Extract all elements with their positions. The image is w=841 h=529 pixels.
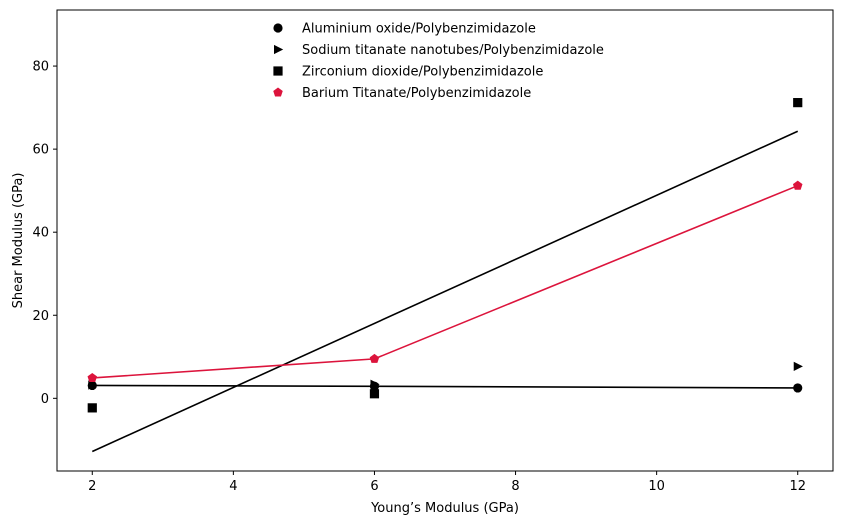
data-point-series4-3 xyxy=(792,180,803,190)
data-point-series2-3 xyxy=(793,361,803,371)
legend-label-2: Sodium titanate nanotubes/Polybenzimidaz… xyxy=(302,43,604,58)
legend-marker-1 xyxy=(273,23,283,33)
data-point-series4-2 xyxy=(369,353,380,363)
x-axis-label: Young’s Modulus (GPa) xyxy=(370,501,519,516)
legend-label-4: Barium Titanate/Polybenzimidazole xyxy=(302,86,531,101)
y-tick-label: 20 xyxy=(32,309,49,324)
x-tick-label: 6 xyxy=(370,479,378,494)
y-axis-label: Shear Modulus (GPa) xyxy=(11,173,26,309)
x-tick-label: 2 xyxy=(88,479,96,494)
data-point-series2-2 xyxy=(370,379,380,389)
legend-marker-2 xyxy=(274,44,284,55)
x-tick-label: 8 xyxy=(511,479,519,494)
data-point-series3-3 xyxy=(793,98,803,108)
y-tick-label: 80 xyxy=(32,60,49,75)
trend-line-1 xyxy=(92,384,798,389)
y-tick-label: 40 xyxy=(32,226,49,241)
x-tick-label: 4 xyxy=(229,479,237,494)
data-point-series3-1 xyxy=(87,403,97,413)
y-tick-label: 0 xyxy=(41,392,49,407)
x-tick-label: 10 xyxy=(648,479,665,494)
plot-area-frame xyxy=(56,9,834,472)
y-tick-label: 60 xyxy=(32,143,49,158)
data-point-series1-3 xyxy=(793,383,803,393)
legend-label-1: Aluminium oxide/Polybenzimidazole xyxy=(302,22,536,37)
legend-label-3: Zirconium dioxide/Polybenzimidazole xyxy=(302,65,543,80)
legend-marker-4 xyxy=(273,87,283,97)
trend-line-3 xyxy=(92,184,799,379)
data-point-series4-1 xyxy=(87,372,98,383)
trend-line-2 xyxy=(91,130,799,453)
data-point-series3-2 xyxy=(369,389,380,399)
x-tick-label: 12 xyxy=(789,479,806,494)
data-point-series2-1 xyxy=(88,380,98,390)
legend-marker-3 xyxy=(273,66,283,76)
